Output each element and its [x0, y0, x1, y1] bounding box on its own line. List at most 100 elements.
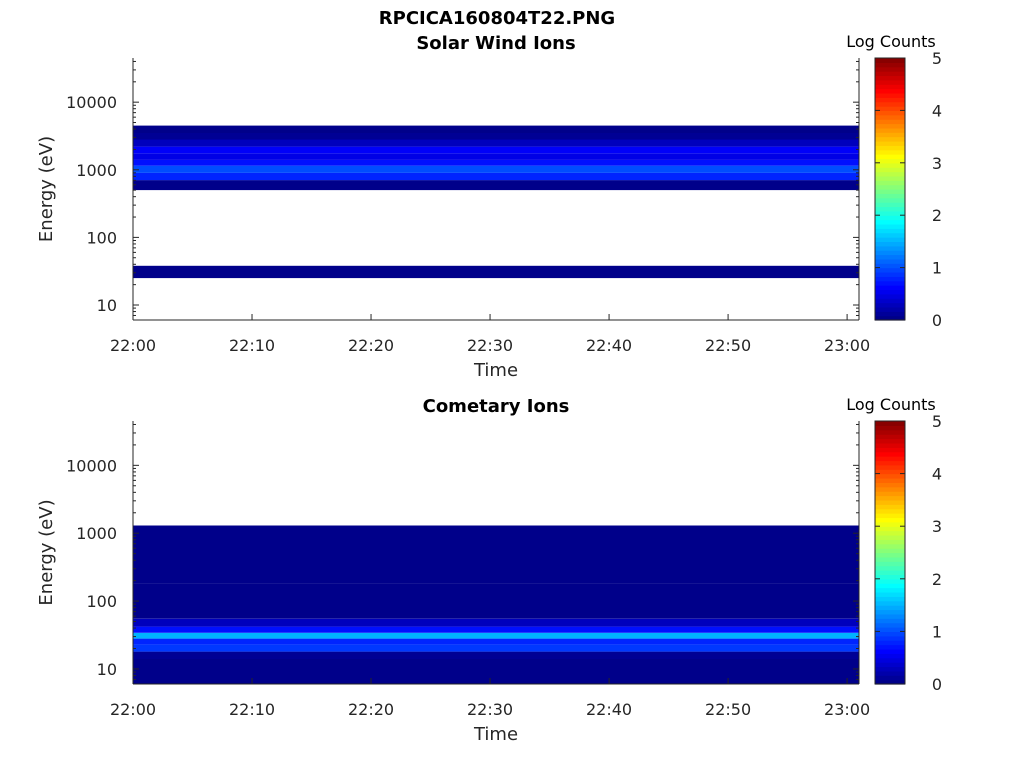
com-colorbar-frame	[874, 420, 906, 685]
com-colorbar-segment	[875, 618, 905, 624]
sw-cell	[133, 172, 859, 181]
sw-colorbar-segment	[875, 101, 905, 107]
sw-colorbar-segment	[875, 250, 905, 256]
sw-colorbar-segment	[875, 232, 905, 238]
sw-x-tick-label: 22:50	[705, 336, 751, 355]
com-colorbar-tick-label: 3	[932, 517, 942, 536]
sw-colorbar-segment	[875, 254, 905, 260]
com-colorbar-segment	[875, 596, 905, 602]
sw-cell	[133, 133, 859, 140]
com-colorbar-segment	[875, 587, 905, 593]
sw-colorbar-segment	[875, 62, 905, 68]
com-colorbar-segment	[875, 499, 905, 505]
sw-colorbar-segment	[875, 245, 905, 251]
com-colorbar-segment	[875, 447, 905, 453]
sw-colorbar-frame	[874, 57, 906, 321]
sw-colorbar-segment	[875, 306, 905, 312]
com-cell	[133, 632, 859, 639]
sw-colorbar-segment	[875, 79, 905, 85]
com-colorbar-segment	[875, 662, 905, 668]
com-colorbar-tick-label: 2	[932, 570, 942, 589]
com-colorbar-tick-label: 0	[932, 675, 942, 694]
sw-cell	[133, 139, 859, 147]
com-colorbar-segment	[875, 627, 905, 632]
sw-colorbar-segment	[875, 88, 905, 94]
sw-colorbar-segment	[875, 210, 905, 216]
com-cell	[133, 626, 859, 633]
sw-cell	[133, 159, 859, 166]
com-colorbar-segment	[875, 605, 905, 611]
com-cell	[133, 659, 859, 684]
figure-title: RPCICA160804T22.PNG	[379, 8, 615, 29]
com-colorbar-segment	[875, 574, 905, 580]
sw-colorbar-segment	[875, 193, 905, 199]
sw-colorbar-tick-label: 1	[932, 259, 942, 278]
com-x-tick-label: 22:20	[348, 700, 394, 719]
sw-colorbar-segment	[875, 215, 905, 221]
sw-colorbar-segment	[875, 180, 905, 186]
sw-colorbar-segment	[875, 58, 905, 63]
com-colorbar-segment	[875, 434, 905, 440]
sw-colorbar-segment	[875, 175, 905, 181]
com-colorbar-segment	[875, 456, 905, 462]
com-colorbar-segment	[875, 486, 905, 492]
com-colorbar-segment	[875, 548, 905, 554]
sw-x-axis-label: Time	[473, 360, 518, 381]
com-colorbar-segment	[875, 648, 905, 654]
com-cell	[133, 583, 859, 619]
com-colorbar-segment	[875, 504, 905, 510]
com-y-tick-label: 10000	[66, 456, 117, 475]
sw-colorbar-segment	[875, 311, 905, 317]
com-colorbar-label: Log Counts	[846, 395, 936, 414]
sw-cell	[133, 125, 859, 133]
sw-colorbar-segment	[875, 189, 905, 194]
com-colorbar-segment	[875, 460, 905, 466]
com-colorbar-segment	[875, 635, 905, 641]
com-colorbar-segment	[875, 653, 905, 659]
sw-colorbar-segment	[875, 315, 905, 321]
sw-colorbar-segment	[875, 228, 905, 234]
com-colorbar-segment	[875, 670, 905, 676]
com-colorbar-segment	[875, 464, 905, 470]
sw-y-tick-label: 10000	[66, 93, 117, 112]
sw-x-tick-label: 23:00	[824, 336, 870, 355]
com-cell	[133, 644, 859, 652]
sw-colorbar-segment	[875, 110, 905, 116]
com-colorbar-segment	[875, 631, 905, 637]
com-colorbar-segment	[875, 508, 905, 514]
com-x-tick-label: 22:10	[229, 700, 275, 719]
sw-colorbar-tick-label: 2	[932, 206, 942, 225]
com-colorbar-segment	[875, 530, 905, 536]
sw-colorbar-segment	[875, 154, 905, 160]
sw-colorbar-segment	[875, 106, 905, 111]
sw-colorbar-segment	[875, 71, 905, 77]
com-colorbar-segment	[875, 517, 905, 523]
com-colorbar-segment	[875, 552, 905, 558]
sw-colorbar-segment	[875, 263, 905, 269]
sw-colorbar-tick-label: 3	[932, 154, 942, 173]
com-cell	[133, 651, 859, 659]
com-colorbar-segment	[875, 657, 905, 663]
sw-colorbar-segment	[875, 202, 905, 208]
com-x-tick-label: 23:00	[824, 700, 870, 719]
com-colorbar-segment	[875, 622, 905, 628]
sw-colorbar-segment	[875, 84, 905, 90]
com-colorbar-segment	[875, 556, 905, 562]
com-colorbar-segment	[875, 482, 905, 488]
com-x-tick-label: 22:30	[467, 700, 513, 719]
sw-colorbar-segment	[875, 92, 905, 98]
sw-cell	[133, 180, 859, 191]
sw-colorbar-segment	[875, 223, 905, 229]
sw-colorbar-segment	[875, 276, 905, 282]
com-colorbar-segment	[875, 495, 905, 501]
com-y-tick-label: 100	[86, 592, 117, 611]
com-colorbar-segment	[875, 679, 905, 685]
sw-colorbar-segment	[875, 158, 905, 164]
sw-colorbar-segment	[875, 127, 905, 133]
sw-colorbar-segment	[875, 75, 905, 81]
sw-y-tick-label: 100	[86, 228, 117, 247]
